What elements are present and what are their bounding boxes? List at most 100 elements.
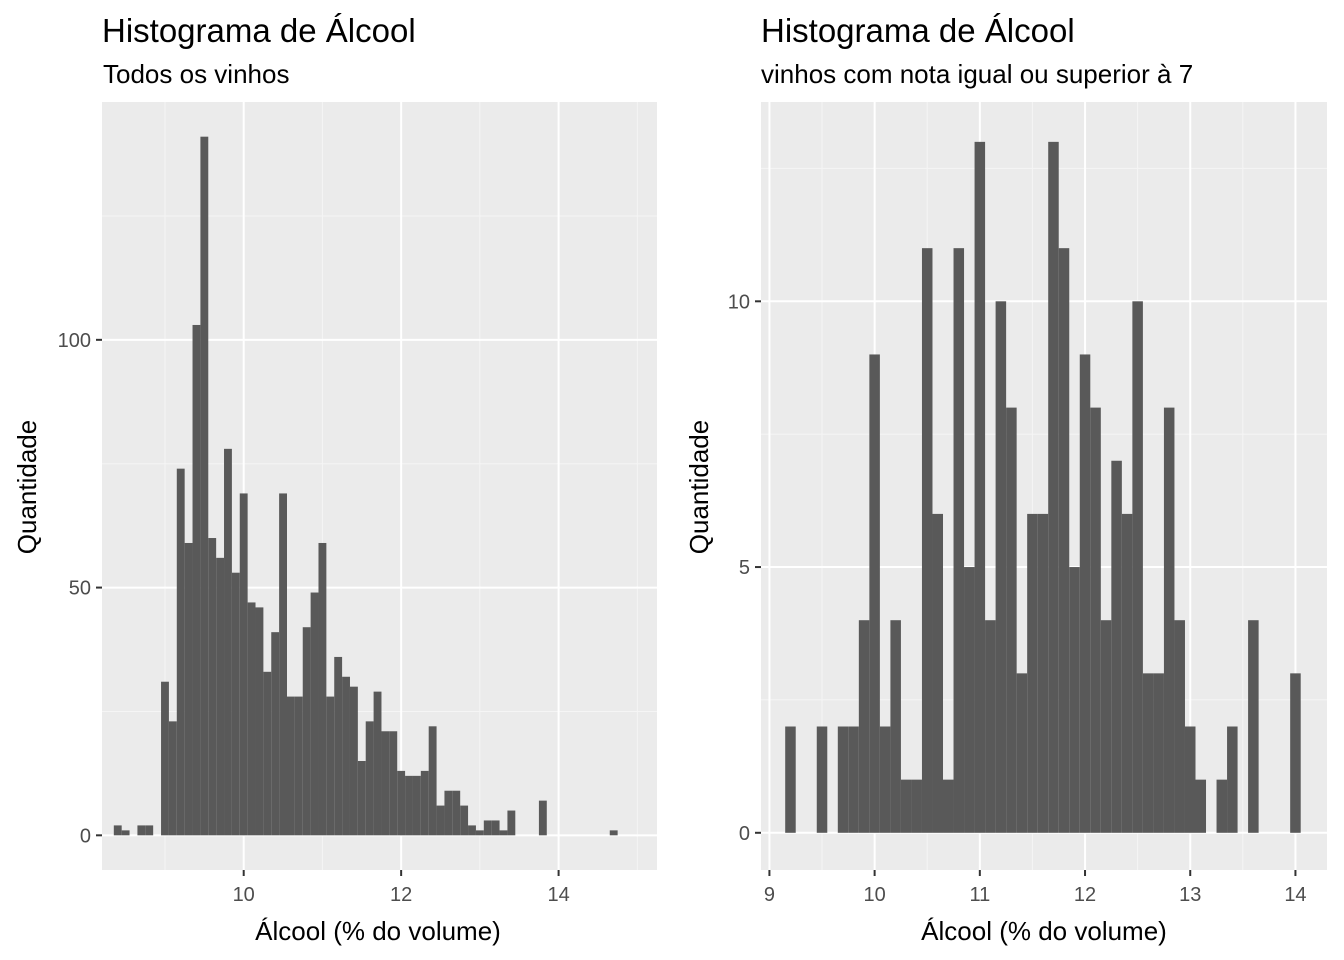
chart-right: Histograma de Álcool vinhos com nota igu… bbox=[684, 12, 1327, 946]
histogram-bar bbox=[837, 726, 849, 833]
histogram-bar bbox=[113, 825, 122, 836]
histogram-bar bbox=[444, 790, 453, 836]
histogram-bar bbox=[985, 620, 996, 833]
y-tick-label: 0 bbox=[739, 823, 750, 845]
histogram-bar bbox=[420, 770, 429, 836]
histogram-bar bbox=[318, 542, 327, 836]
histogram-bar bbox=[890, 620, 901, 833]
histogram-bar bbox=[816, 726, 828, 833]
histogram-bar bbox=[1216, 779, 1228, 833]
histogram-bar bbox=[452, 790, 461, 836]
histogram-bar bbox=[848, 726, 859, 833]
histogram-bar bbox=[1090, 407, 1101, 833]
histogram-bar bbox=[231, 572, 240, 836]
histogram-bar bbox=[224, 448, 232, 836]
histogram-bar bbox=[538, 800, 547, 836]
histogram-bar bbox=[953, 248, 965, 833]
histogram-bar bbox=[161, 681, 169, 836]
x-tick-label: 11 bbox=[969, 884, 990, 906]
histogram-bar bbox=[1079, 354, 1091, 833]
histogram-bar bbox=[1058, 248, 1070, 833]
histogram-bar bbox=[255, 607, 264, 836]
histogram-bar bbox=[247, 602, 256, 836]
histogram-bar bbox=[869, 354, 880, 833]
histogram-bar bbox=[326, 696, 335, 836]
x-tick-label: 13 bbox=[1179, 884, 1201, 906]
histogram-bar bbox=[499, 830, 508, 836]
chart-right-y-axis-label: Quantidade bbox=[684, 420, 714, 554]
histogram-bar bbox=[279, 493, 287, 836]
x-tick-label: 14 bbox=[547, 884, 569, 906]
histogram-bar bbox=[468, 825, 476, 836]
histogram-bar bbox=[858, 620, 870, 833]
y-tick-label: 5 bbox=[739, 557, 750, 579]
chart-left: Histograma de Álcool Todos os vinhos 10 1… bbox=[12, 12, 657, 946]
histogram-bar bbox=[294, 696, 303, 836]
histogram-bar bbox=[412, 775, 421, 836]
y-tick-label: 10 bbox=[728, 291, 750, 313]
histogram-bar bbox=[121, 830, 130, 836]
chart-left-x-axis-label: Álcool (% do volume) bbox=[255, 916, 501, 946]
histogram-bar bbox=[428, 726, 437, 836]
histogram-bar bbox=[879, 726, 891, 833]
histogram-bar bbox=[900, 779, 912, 833]
histogram-bar bbox=[1132, 301, 1143, 833]
chart-left-minor-grid bbox=[102, 102, 657, 870]
histogram-bar bbox=[389, 731, 398, 836]
histogram-bar bbox=[1016, 673, 1028, 833]
histogram-bar bbox=[1037, 513, 1049, 833]
histogram-bar bbox=[287, 696, 295, 836]
histogram-bar bbox=[1153, 673, 1164, 833]
histogram-bar bbox=[1174, 620, 1185, 833]
histogram-bar bbox=[349, 686, 358, 836]
histogram-bar bbox=[1227, 726, 1238, 833]
histogram-bar bbox=[216, 557, 225, 836]
chart-right-title: Histograma de Álcool bbox=[761, 12, 1075, 49]
histogram-bar bbox=[1100, 620, 1112, 833]
histogram-bar bbox=[1248, 620, 1259, 833]
histogram-bar bbox=[911, 779, 922, 833]
histogram-bar bbox=[1111, 460, 1122, 833]
histogram-bar bbox=[974, 141, 986, 833]
histogram-bar bbox=[475, 830, 484, 836]
x-tick-label: 10 bbox=[233, 884, 255, 906]
histogram-bar bbox=[405, 775, 413, 836]
chart-left-ticks: 10 12 14 0 50 100 bbox=[58, 330, 570, 906]
histogram-bar bbox=[200, 136, 209, 836]
histogram-bar bbox=[381, 731, 390, 836]
chart-right-ticks: 9 10 11 12 13 14 0 5 10 bbox=[728, 291, 1307, 906]
histogram-bar bbox=[208, 538, 217, 836]
chart-left-bars bbox=[113, 136, 618, 836]
y-tick-label: 50 bbox=[69, 578, 91, 600]
histogram-bar bbox=[271, 632, 280, 836]
x-tick-label: 10 bbox=[863, 884, 885, 906]
histogram-bar bbox=[334, 656, 343, 836]
histogram-bar bbox=[310, 592, 319, 836]
chart-left-y-axis-label: Quantidade bbox=[12, 420, 42, 554]
histogram-bar bbox=[1006, 407, 1017, 833]
histogram-bar bbox=[192, 324, 201, 836]
histogram-bar bbox=[137, 825, 146, 836]
histogram-bar bbox=[921, 248, 933, 833]
histogram-bar bbox=[507, 810, 516, 836]
histogram-bar bbox=[483, 820, 492, 836]
histogram-bar bbox=[1195, 779, 1207, 833]
histogram-bar bbox=[995, 301, 1007, 833]
histogram-bar bbox=[436, 805, 445, 836]
histogram-bar bbox=[460, 805, 469, 836]
histogram-bar bbox=[239, 493, 248, 836]
x-tick-label: 14 bbox=[1284, 884, 1306, 906]
chart-right-x-axis-label: Álcool (% do volume) bbox=[921, 916, 1167, 946]
histogram-bar bbox=[373, 691, 382, 836]
histogram-bar bbox=[785, 726, 796, 833]
x-tick-label: 12 bbox=[1074, 884, 1096, 906]
histogram-bar bbox=[168, 721, 177, 836]
histogram-bar bbox=[342, 676, 350, 836]
histogram-bar bbox=[932, 513, 944, 833]
histogram-bar bbox=[964, 567, 975, 833]
histogram-bar bbox=[1069, 567, 1080, 833]
x-tick-label: 9 bbox=[764, 884, 775, 906]
y-tick-label: 0 bbox=[80, 825, 91, 847]
chart-left-subtitle: Todos os vinhos bbox=[103, 59, 289, 89]
